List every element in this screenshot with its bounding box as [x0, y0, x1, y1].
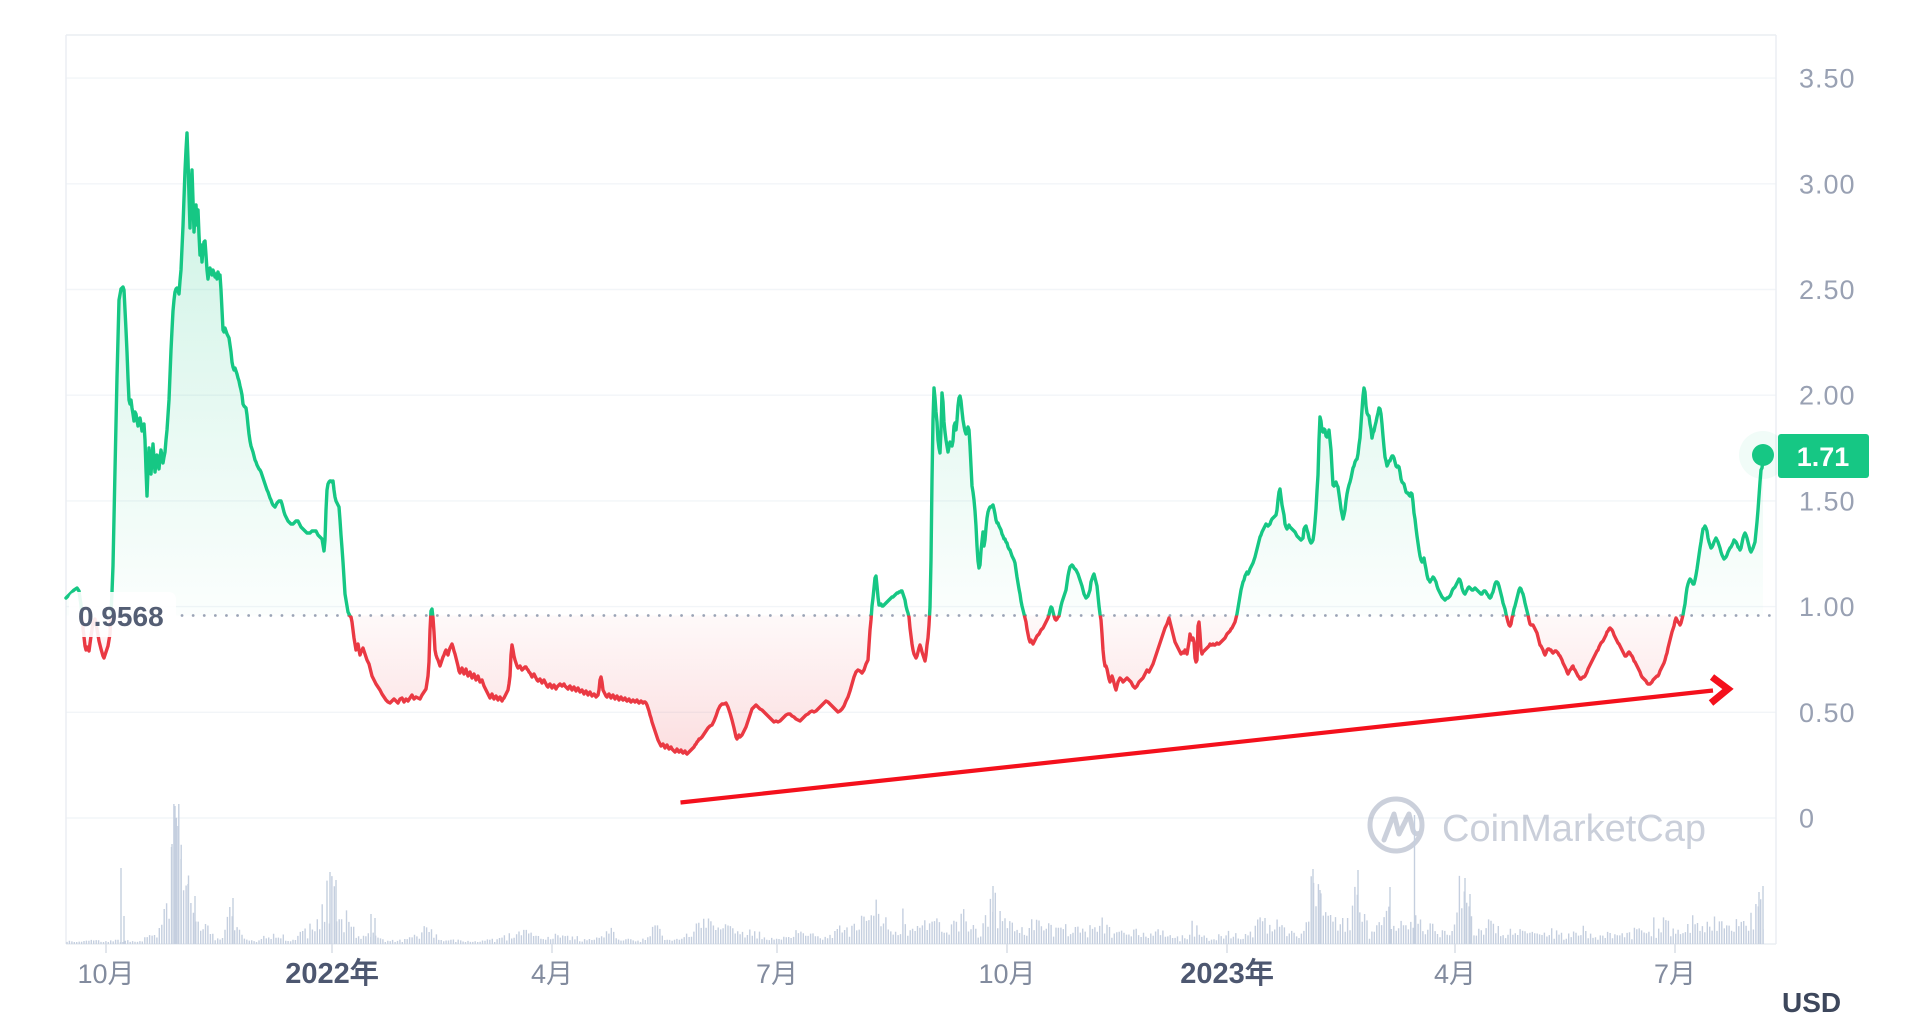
svg-text:USD: USD	[1782, 987, 1841, 1018]
svg-text:0.50: 0.50	[1799, 698, 1856, 728]
svg-text:10月: 10月	[978, 959, 1035, 989]
svg-text:1.00: 1.00	[1799, 592, 1856, 622]
svg-text:3.00: 3.00	[1799, 169, 1856, 199]
svg-text:0: 0	[1799, 804, 1815, 834]
svg-text:1.50: 1.50	[1799, 486, 1856, 516]
svg-text:7月: 7月	[1654, 959, 1696, 989]
svg-text:7月: 7月	[756, 959, 798, 989]
svg-text:CoinMarketCap: CoinMarketCap	[1442, 808, 1706, 850]
svg-text:0.9568: 0.9568	[78, 601, 164, 632]
svg-text:2023年: 2023年	[1180, 956, 1274, 990]
svg-text:1.71: 1.71	[1797, 442, 1850, 472]
svg-text:10月: 10月	[77, 959, 134, 989]
svg-text:2.50: 2.50	[1799, 275, 1856, 305]
svg-text:2022年: 2022年	[285, 956, 379, 990]
svg-text:3.50: 3.50	[1799, 64, 1856, 94]
svg-text:2.00: 2.00	[1799, 381, 1856, 411]
svg-text:4月: 4月	[531, 959, 573, 989]
svg-text:4月: 4月	[1434, 959, 1476, 989]
